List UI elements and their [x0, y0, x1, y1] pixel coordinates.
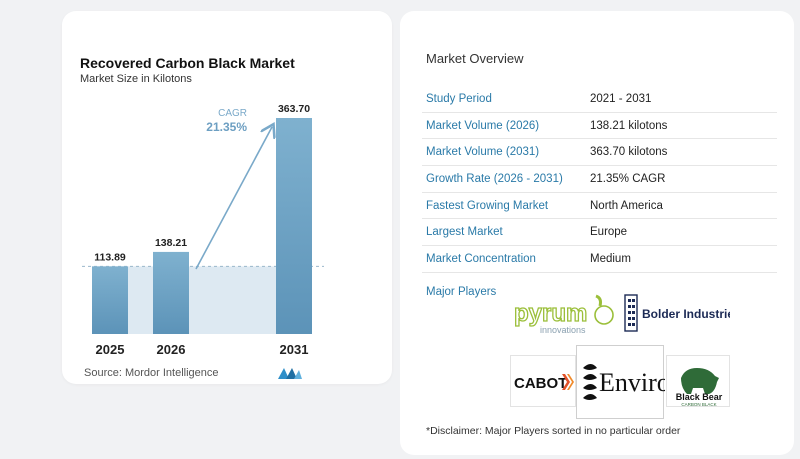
svg-text:Black Bear: Black Bear — [676, 392, 723, 402]
mordor-logo-icon — [277, 366, 303, 385]
row-value: 2021 - 2031 — [590, 92, 652, 105]
overview-row: Market Volume (2026) 138.21 kilotons — [422, 113, 777, 140]
row-label: Growth Rate (2026 - 2031) — [426, 172, 563, 185]
overview-title: Market Overview — [426, 51, 524, 66]
row-label: Market Concentration — [426, 252, 536, 265]
value-label: 138.21 — [155, 237, 187, 249]
category-label: 2026 — [157, 342, 186, 357]
row-label: Market Volume (2026) — [426, 119, 540, 132]
category-label: 2031 — [280, 342, 309, 357]
svg-text:CABOT: CABOT — [514, 375, 567, 392]
svg-text:innovations: innovations — [540, 325, 586, 335]
overview-row: Fastest Growing Market North America — [422, 193, 777, 220]
row-label: Largest Market — [426, 226, 503, 239]
category-label: 2025 — [96, 342, 125, 357]
cabot-logo: CABOT — [510, 355, 576, 407]
overview-row: Market Volume (2031) 363.70 kilotons — [422, 139, 777, 167]
cagr-value: 21.35% — [206, 120, 247, 134]
chart-subtitle: Market Size in Kilotons — [80, 73, 192, 85]
value-label: 363.70 — [278, 103, 310, 115]
overview-row: Market Concentration Medium — [422, 246, 777, 273]
disclaimer-text: *Disclaimer: Major Players sorted in no … — [426, 425, 681, 437]
chart-card: Recovered Carbon Black Market Market Siz… — [62, 11, 392, 384]
bar-chart: 113.89 2025 138.21 2026 363.70 2031 CAGR 21.3… — [82, 103, 324, 357]
source-text: Source: Mordor Intelligence — [84, 367, 219, 379]
svg-text:CARBON BLACK: CARBON BLACK — [681, 402, 716, 407]
overview-row: Growth Rate (2026 - 2031) 21.35% CAGR — [422, 166, 777, 193]
overview-row: Largest Market Europe — [422, 219, 777, 247]
value-label: 113.89 — [94, 251, 126, 263]
black-bear-logo: Black Bear CARBON BLACK — [666, 355, 730, 407]
svg-text:Enviro: Enviro — [599, 368, 665, 397]
row-value: 363.70 kilotons — [590, 146, 668, 159]
overview-card: Market Overview Study Period 2021 - 2031… — [400, 11, 794, 455]
svg-text:pyrum: pyrum — [514, 300, 587, 327]
bar-2026 — [153, 251, 189, 334]
overview-table: Study Period 2021 - 2031 Market Volume (… — [422, 86, 777, 273]
chart-title: Recovered Carbon Black Market — [80, 55, 295, 71]
row-value: 138.21 kilotons — [590, 119, 668, 132]
row-label: Market Volume (2031) — [426, 146, 540, 159]
row-value: Europe — [590, 226, 628, 239]
svg-text:Bolder Industries: Bolder Industries — [642, 307, 730, 321]
row-label: Study Period — [426, 92, 492, 105]
bar-2031 — [276, 118, 312, 334]
enviro-logo: Enviro — [576, 345, 670, 419]
bar-2025 — [92, 266, 128, 334]
growth-arrow — [195, 127, 272, 270]
row-value: Medium — [590, 252, 631, 265]
cagr-label: CAGR — [218, 108, 247, 119]
row-label: Fastest Growing Market — [426, 199, 549, 212]
bolder-industries-logo: Bolder Industries — [622, 287, 741, 339]
overview-row: Study Period 2021 - 2031 — [422, 86, 777, 113]
row-value: North America — [590, 199, 663, 212]
pyrum-logo: pyrum innovations — [510, 287, 618, 339]
row-value: 21.35% CAGR — [590, 172, 666, 185]
major-players-label: Major Players — [426, 286, 497, 298]
